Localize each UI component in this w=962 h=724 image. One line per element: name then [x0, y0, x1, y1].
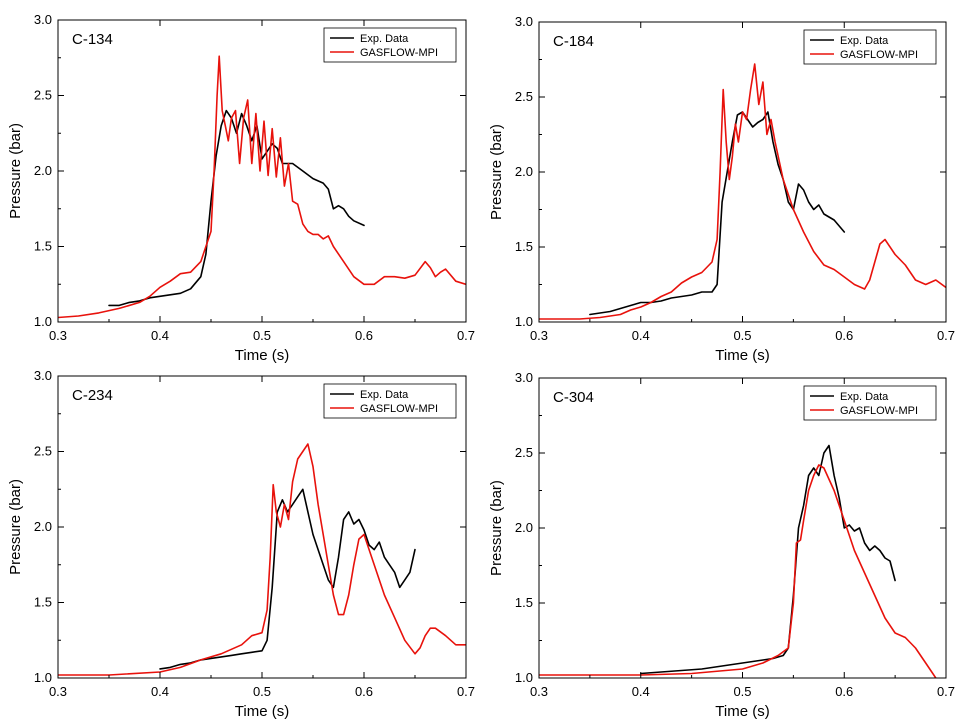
- series-line-exp-data: [589, 111, 846, 316]
- legend-label: Exp. Data: [360, 33, 409, 45]
- legend-label: GASFLOW-MPI: [840, 405, 918, 417]
- legend-label: Exp. Data: [840, 391, 889, 403]
- legend: Exp. Data GASFLOW-MPI: [803, 29, 937, 65]
- x-tick-label: 0.4: [632, 328, 650, 343]
- x-tick-label: 0.3: [530, 328, 548, 343]
- x-tick-label: 0.7: [937, 684, 955, 699]
- series-line-gasflow-mpi: [58, 443, 466, 676]
- chart-panel-3: 0.3 0.4 0.5 0.6 0.7 1.0 1.5 2.0 2.5 3.0 Time (s) Pr…: [7, 368, 475, 720]
- x-tick-label: 0.4: [151, 328, 169, 343]
- series-line-exp-data: [108, 109, 365, 307]
- plot-frame: [538, 21, 947, 323]
- y-tick-label: 3.0: [515, 370, 533, 385]
- y-tick-label: 1.5: [515, 239, 533, 254]
- chart-panel-4: 0.3 0.4 0.5 0.6 0.7 1.0 1.5 2.0 2.5 3.0 Time (s) Pr…: [488, 370, 955, 720]
- y-axis-title: Pressure (bar): [7, 123, 24, 219]
- x-tick-label: 0.3: [530, 684, 548, 699]
- y-tick-label: 2.5: [515, 445, 533, 460]
- panel-label: C-304: [553, 389, 594, 406]
- y-tick-label: 2.0: [34, 163, 52, 178]
- y-tick-label: 3.0: [34, 368, 52, 383]
- x-tick-label: 0.6: [835, 684, 853, 699]
- legend-label: Exp. Data: [840, 35, 889, 47]
- y-axis-title: Pressure (bar): [488, 124, 505, 220]
- y-tick-label: 1.5: [34, 239, 52, 254]
- plot-frame: [538, 377, 947, 679]
- panel-label: C-234: [72, 387, 113, 404]
- x-tick-label: 0.3: [49, 684, 67, 699]
- y-tick-label: 1.5: [34, 595, 52, 610]
- x-tick-label: 0.7: [937, 328, 955, 343]
- x-tick-label: 0.7: [457, 328, 475, 343]
- y-axis-title: Pressure (bar): [488, 480, 505, 576]
- legend-box: [803, 385, 937, 421]
- x-tick-label: 0.5: [733, 328, 751, 343]
- x-tick-label: 0.6: [355, 328, 373, 343]
- x-axis-title: Time (s): [715, 703, 769, 720]
- series-line-exp-data: [640, 444, 896, 675]
- x-tick-label: 0.7: [457, 684, 475, 699]
- y-tick-label: 1.0: [515, 670, 533, 685]
- y-tick-label: 2.5: [34, 444, 52, 459]
- x-axis-title: Time (s): [235, 703, 289, 720]
- x-tick-label: 0.6: [835, 328, 853, 343]
- legend-box: [803, 29, 937, 65]
- chart-panel-2: 0.3 0.4 0.5 0.6 0.7 1.0 1.5 2.0 2.5 3.0 Time (s) Pr…: [488, 14, 955, 364]
- y-tick-label: 2.0: [34, 519, 52, 534]
- y-tick-label: 1.0: [34, 314, 52, 329]
- panel-label: C-134: [72, 31, 113, 48]
- y-tick-label: 1.0: [515, 314, 533, 329]
- y-axis-title: Pressure (bar): [7, 479, 24, 575]
- y-tick-label: 3.0: [34, 12, 52, 27]
- x-tick-label: 0.4: [632, 684, 650, 699]
- legend-box: [323, 27, 457, 63]
- plot-frame: [57, 19, 467, 323]
- y-tick-label: 2.0: [515, 164, 533, 179]
- x-tick-label: 0.5: [253, 684, 271, 699]
- series-line-exp-data: [159, 488, 416, 670]
- chart-panel-1: 0.3 0.4 0.5 0.6 0.7 1.0 1.5 2.0 2.5 3.0 Time (s) Pr…: [7, 12, 475, 364]
- x-tick-label: 0.5: [733, 684, 751, 699]
- legend-label: GASFLOW-MPI: [360, 403, 438, 415]
- legend: Exp. Data GASFLOW-MPI: [803, 385, 937, 421]
- x-axis-title: Time (s): [715, 347, 769, 364]
- x-tick-label: 0.3: [49, 328, 67, 343]
- x-tick-label: 0.5: [253, 328, 271, 343]
- x-axis-title: Time (s): [235, 347, 289, 364]
- panel-label: C-184: [553, 33, 594, 50]
- legend-box: [323, 383, 457, 419]
- series-line-gasflow-mpi: [58, 55, 466, 319]
- legend-label: GASFLOW-MPI: [360, 47, 438, 59]
- x-tick-label: 0.4: [151, 684, 169, 699]
- y-tick-label: 3.0: [515, 14, 533, 29]
- series-line-gasflow-mpi: [539, 63, 946, 320]
- y-tick-label: 1.5: [515, 595, 533, 610]
- y-tick-label: 2.0: [515, 520, 533, 535]
- legend-label: Exp. Data: [360, 389, 409, 401]
- x-tick-label: 0.6: [355, 684, 373, 699]
- legend: Exp. Data GASFLOW-MPI: [323, 27, 457, 63]
- y-tick-label: 1.0: [34, 670, 52, 685]
- legend: Exp. Data GASFLOW-MPI: [323, 383, 457, 419]
- legend-label: GASFLOW-MPI: [840, 49, 918, 61]
- y-tick-label: 2.5: [515, 89, 533, 104]
- y-tick-label: 2.5: [34, 88, 52, 103]
- series-line-gasflow-mpi: [539, 464, 937, 678]
